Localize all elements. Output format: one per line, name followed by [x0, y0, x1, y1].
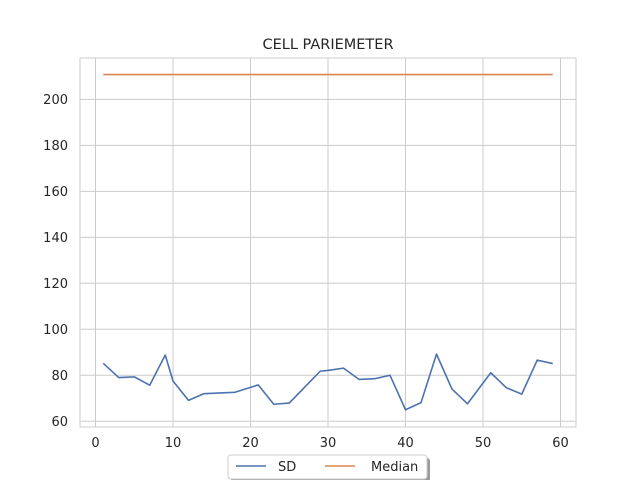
y-tick-label: 60 — [51, 415, 68, 430]
legend-box — [227, 454, 428, 480]
x-tick-label: 60 — [552, 436, 569, 451]
y-axis-ticks: 60 80 100 120 140 160 180 200 — [43, 93, 68, 430]
x-tick-label: 10 — [165, 436, 182, 451]
plot-frame — [79, 57, 577, 428]
x-tick-label: 0 — [91, 436, 99, 451]
legend: SD Median — [227, 454, 430, 480]
y-tick-label: 140 — [43, 231, 68, 246]
x-axis-ticks: 0 10 20 30 40 50 60 — [91, 436, 568, 451]
legend-label-sd: SD — [278, 460, 296, 475]
y-tick-label: 80 — [51, 369, 68, 384]
x-tick-label: 50 — [475, 436, 492, 451]
series-line-sd — [102, 353, 553, 411]
x-tick-label: 30 — [320, 436, 337, 451]
legend-label-median: Median — [371, 460, 418, 475]
chart-title: CELL PARIEMETER — [262, 37, 393, 53]
y-tick-label: 180 — [43, 139, 68, 154]
y-tick-label: 120 — [43, 277, 68, 292]
y-tick-label: 100 — [43, 323, 68, 338]
x-tick-label: 20 — [242, 436, 259, 451]
y-tick-label: 200 — [43, 93, 68, 108]
series-lines — [102, 73, 553, 411]
x-tick-label: 40 — [397, 436, 414, 451]
grid-lines — [80, 58, 576, 427]
y-tick-label: 160 — [43, 185, 68, 200]
